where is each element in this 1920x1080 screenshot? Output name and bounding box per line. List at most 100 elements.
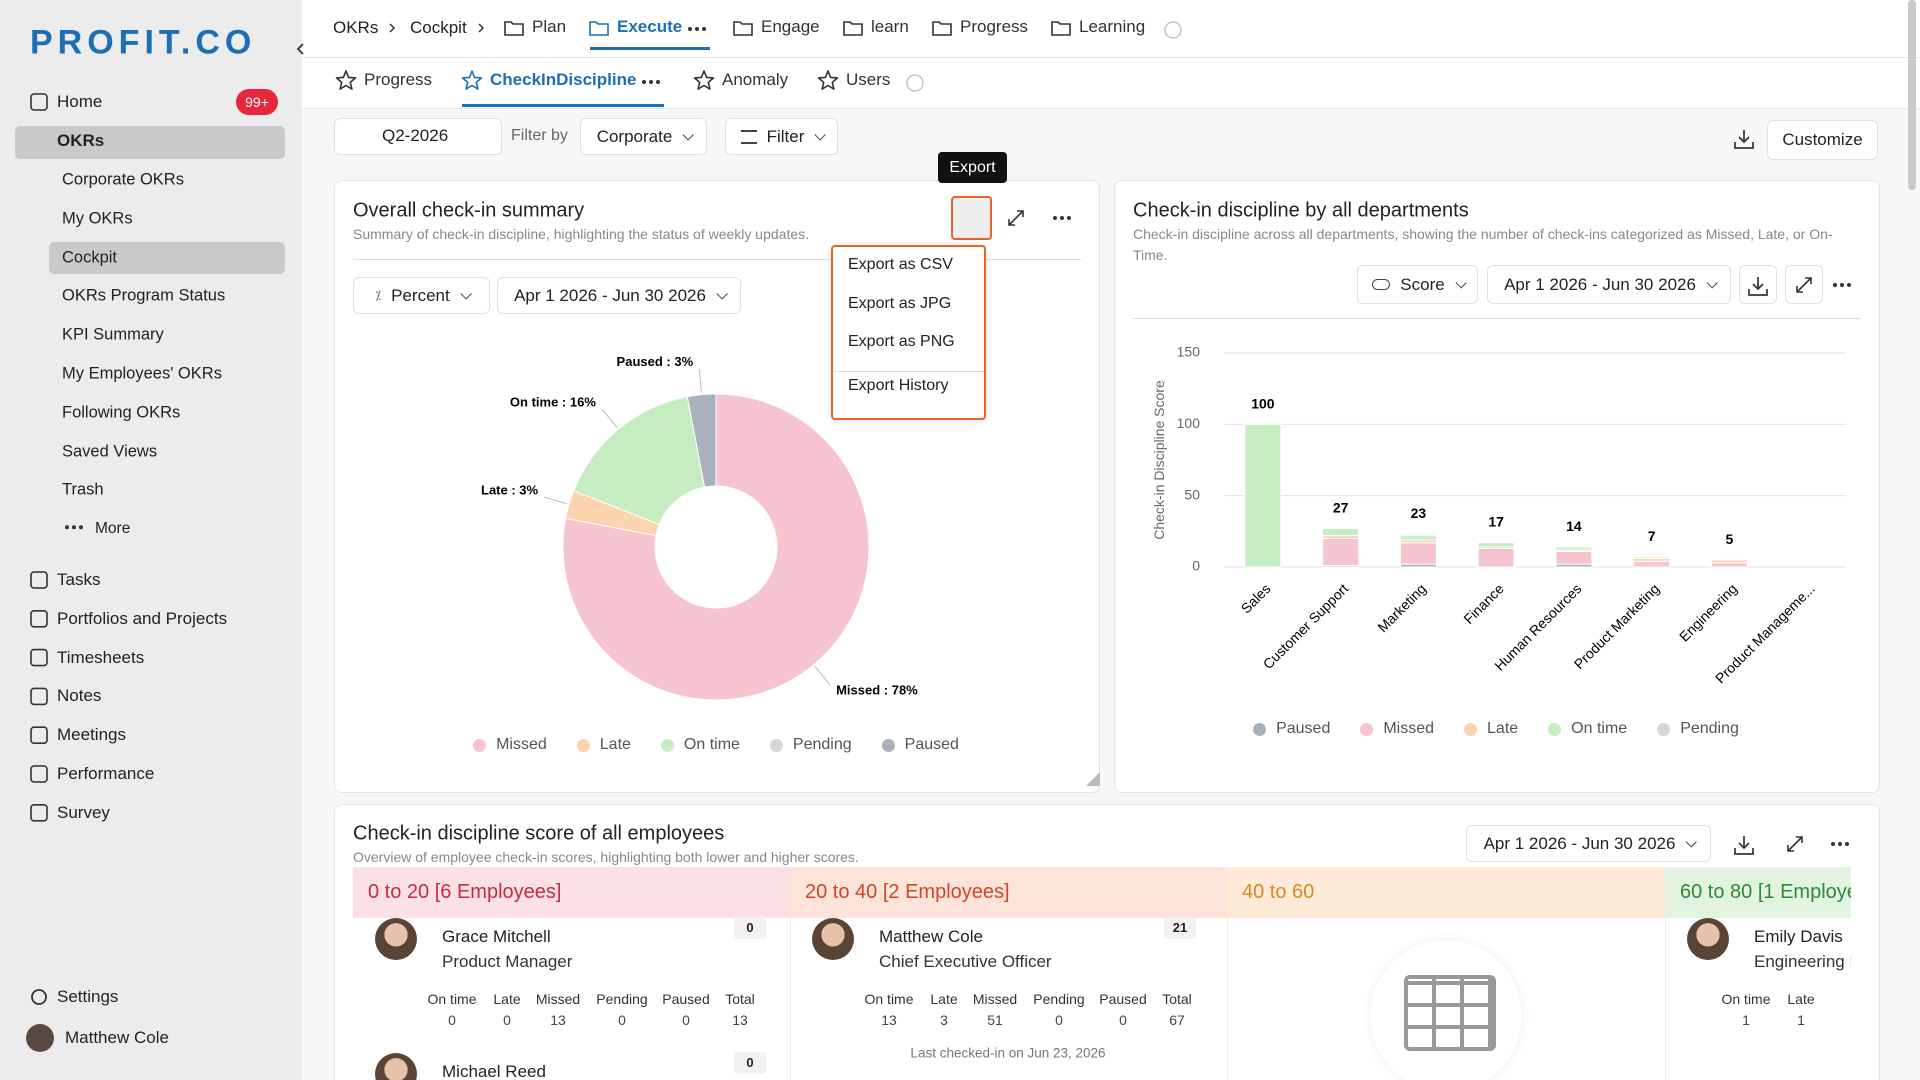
stat-value: 0 — [1055, 1012, 1063, 1028]
more-dot — [695, 27, 699, 31]
bar-segment — [1633, 560, 1671, 568]
bar-segment — [1322, 537, 1360, 567]
icon — [30, 609, 48, 628]
legend-label: On time — [1571, 720, 1628, 737]
legend-item[interactable]: On time — [660, 736, 740, 754]
nav-item[interactable]: Notes — [57, 686, 102, 706]
legend-item[interactable]: Late — [576, 736, 631, 754]
employee-name[interactable]: Michael Reed — [442, 1062, 546, 1080]
y-tick-label: 150 — [1177, 344, 1201, 360]
legend-label: Missed — [496, 736, 547, 753]
bar-segment — [1244, 423, 1282, 568]
nav-item[interactable]: Performance — [57, 764, 155, 783]
column-header: 60 to 80 [1 Employe — [1665, 867, 1851, 918]
more-dot — [649, 80, 653, 84]
nav-item[interactable]: Meetings — [57, 725, 126, 745]
folder-icon — [504, 21, 524, 36]
menu-item[interactable]: Export as CSV — [848, 256, 953, 273]
range-dropdown[interactable]: Apr 1 2026 - Jun 30 2026 — [1466, 825, 1711, 862]
legend-label: Paused — [1276, 720, 1331, 737]
subtab[interactable]: Users — [846, 70, 891, 89]
legend-item[interactable]: Pending — [769, 736, 852, 754]
nav-active — [15, 126, 285, 159]
avatar — [812, 918, 854, 960]
nav-item[interactable]: Survey — [57, 802, 110, 822]
pie-slice — [686, 393, 717, 488]
subtab[interactable]: Progress — [364, 70, 433, 89]
range-dropdown[interactable]: Apr 1 2026 - Jun 30 2026 — [497, 277, 741, 314]
badge: 99+ — [236, 89, 278, 115]
more-dot — [65, 525, 69, 530]
legend-item[interactable]: Paused — [881, 736, 959, 754]
tab[interactable]: Progress — [960, 17, 1029, 36]
nav-sub-active — [49, 241, 285, 274]
employee-name[interactable]: Grace Mitchell — [442, 927, 551, 946]
nav-item[interactable]: Timesheets — [57, 647, 145, 667]
star-icon — [335, 70, 357, 90]
mode: Percent — [391, 285, 450, 305]
nav-subitem[interactable]: Following OKRs — [62, 403, 181, 422]
range-dropdown[interactable]: Apr 1 2026 - Jun 30 2026 — [1487, 265, 1731, 304]
bar-segment — [1710, 562, 1748, 568]
filter-button[interactable]: Filter — [725, 118, 838, 155]
menu-item[interactable]: Export as PNG — [848, 333, 955, 350]
employee-name[interactable]: Emily Davis — [1754, 927, 1843, 946]
nav-subitem[interactable]: My Employees' OKRs — [62, 364, 222, 383]
tab[interactable]: Engage — [761, 17, 820, 36]
filter-value: Corporate — [596, 126, 673, 146]
employee-name[interactable]: Matthew Cole — [879, 927, 983, 946]
legend-item[interactable]: Paused — [1253, 720, 1330, 738]
add-subtab — [906, 74, 924, 92]
nav-subitem[interactable]: My OKRs — [62, 209, 133, 228]
total-label: 17 — [1488, 514, 1504, 530]
legend-item[interactable]: Late — [1464, 720, 1518, 738]
legend-swatch — [769, 738, 783, 752]
stat-value: 1 — [1797, 1012, 1805, 1028]
mode-dropdown[interactable]: Score — [1357, 265, 1478, 304]
mode-dropdown[interactable]: ⁒ Percent — [353, 277, 490, 314]
legend-item[interactable]: On time — [1548, 720, 1627, 738]
legend-item[interactable]: Pending — [1657, 720, 1739, 738]
legend-item[interactable]: Missed — [1360, 720, 1434, 738]
nav-item[interactable]: Settings — [57, 987, 119, 1006]
legend-item[interactable]: Missed — [473, 736, 547, 754]
x-tick-label: Sales — [1238, 580, 1274, 616]
nav-subitem[interactable]: Cockpit — [62, 248, 118, 267]
download-active[interactable] — [951, 196, 992, 240]
nav-subitem[interactable]: More — [95, 520, 131, 538]
period[interactable]: Q2-2026 — [382, 126, 449, 145]
nav-subitem[interactable]: Corporate OKRs — [62, 170, 184, 189]
tab[interactable]: Execute — [617, 17, 683, 36]
breadcrumb[interactable]: Cockpit — [410, 18, 467, 37]
subtab[interactable]: CheckInDiscipline — [490, 70, 637, 89]
nav-subitem[interactable]: Saved Views — [62, 442, 158, 461]
nav-item[interactable]: Tasks — [57, 570, 101, 589]
filter-dropdown[interactable]: Corporate — [580, 118, 707, 155]
tab[interactable]: Plan — [532, 17, 567, 36]
nav-subitem[interactable]: Trash — [62, 480, 104, 499]
nav-subitem[interactable]: KPI Summary — [62, 325, 164, 344]
menu-item[interactable]: Export as JPG — [848, 294, 952, 312]
customize-button[interactable]: Customize — [1767, 120, 1878, 160]
leader-line — [814, 666, 831, 686]
icon-button[interactable] — [1739, 265, 1777, 304]
icon-button[interactable] — [1785, 265, 1823, 304]
filter-text: Filter — [766, 126, 805, 146]
nav-item[interactable]: Home — [57, 92, 103, 111]
breadcrumb[interactable]: OKRs — [333, 18, 379, 37]
subtab[interactable]: Anomaly — [722, 70, 789, 89]
score-column: 40 to 60 — [1227, 867, 1666, 1080]
download-icon — [1734, 836, 1754, 855]
score-badge: 0 — [734, 1052, 766, 1074]
nav-subitem[interactable]: OKRs Program Status — [62, 286, 226, 305]
tab[interactable]: learn — [871, 17, 909, 36]
tab[interactable]: Learning — [1079, 17, 1146, 36]
nav-item[interactable]: Portfolios and Projects — [57, 608, 228, 628]
more-dot — [1831, 842, 1835, 846]
card-title: Overall check-in summary — [353, 199, 585, 222]
card-subtitle: Check-in discipline across all departmen… — [1133, 226, 1833, 263]
menu-item[interactable]: Export History — [848, 377, 949, 394]
user-name[interactable]: Matthew Cole — [65, 1028, 169, 1047]
nav-item[interactable]: OKRs — [57, 131, 105, 150]
